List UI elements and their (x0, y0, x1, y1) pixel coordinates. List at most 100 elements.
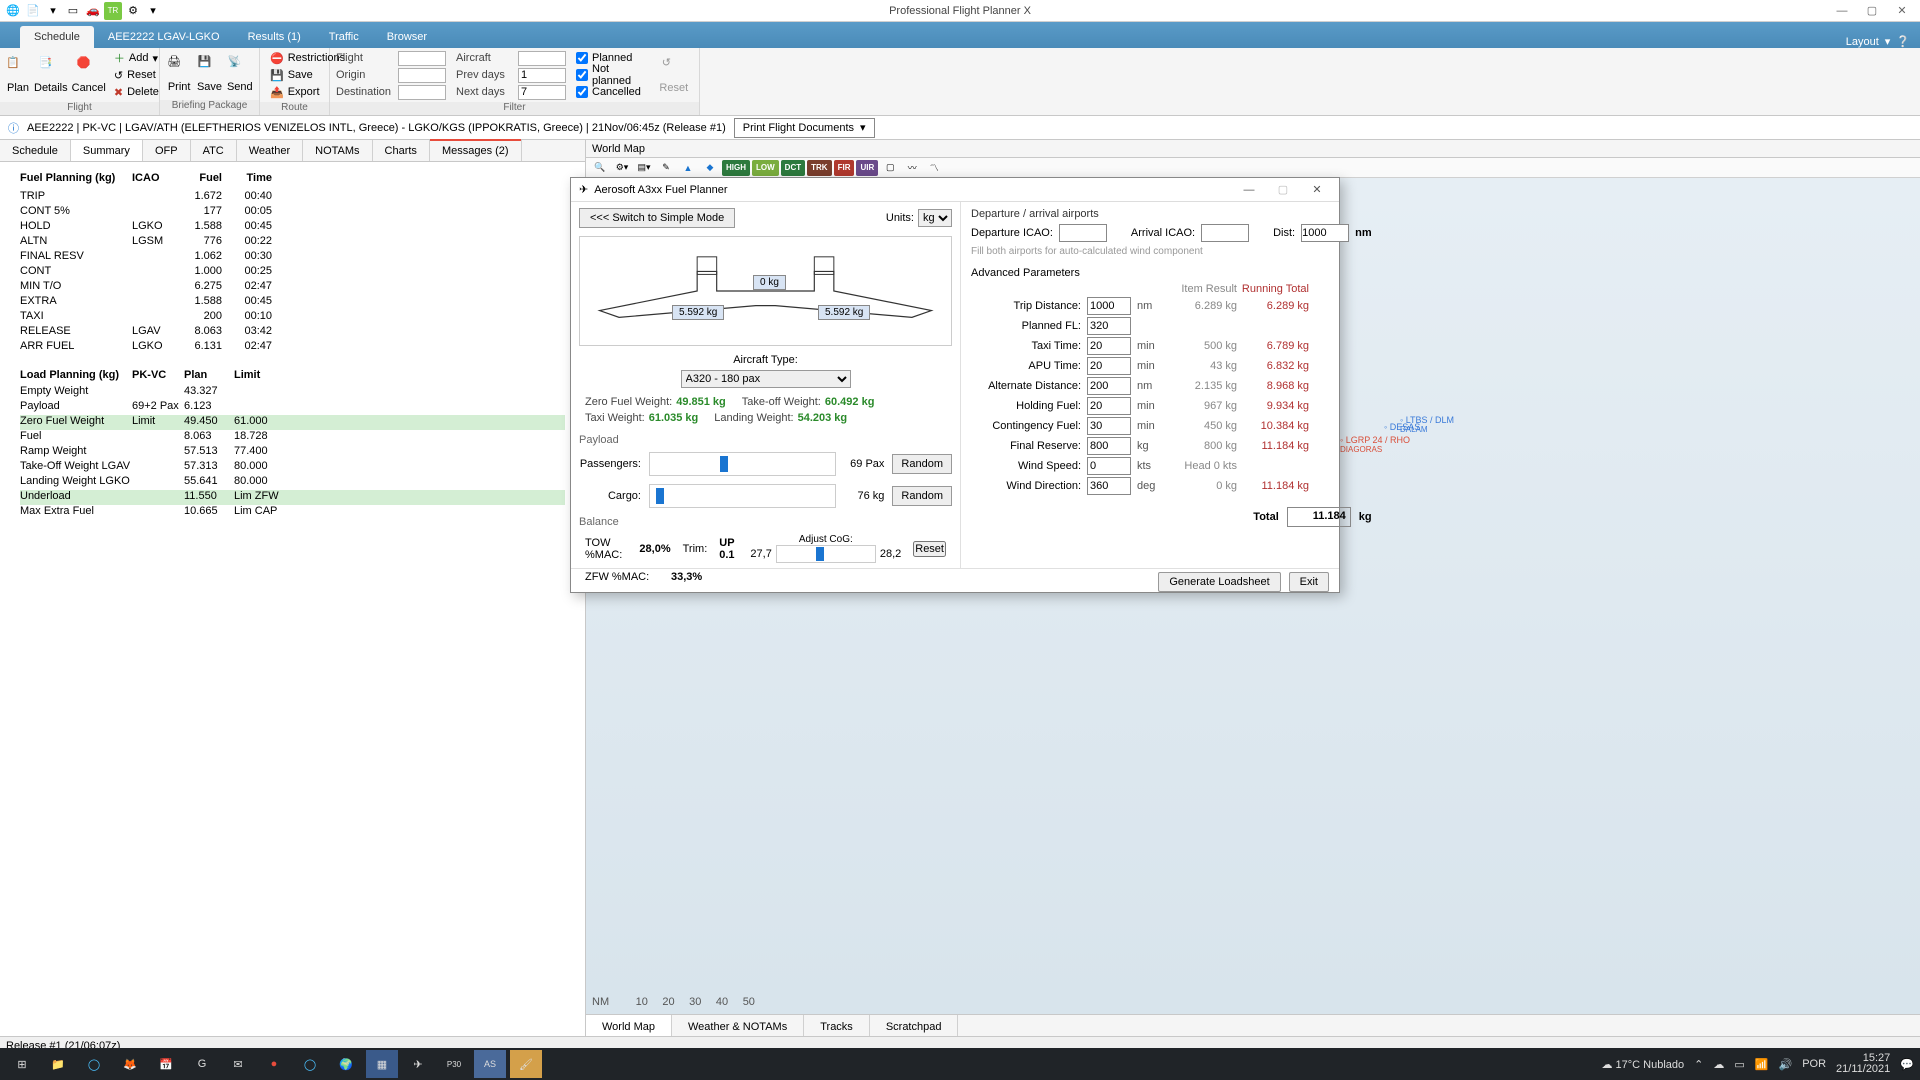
cog-slider[interactable] (776, 545, 876, 563)
subtab-schedule[interactable]: Schedule (0, 140, 71, 161)
qat-tr-icon[interactable]: TR (104, 2, 122, 20)
map-box-icon[interactable]: ▢ (880, 159, 900, 177)
tb-p3d-icon[interactable]: ▦ (366, 1050, 398, 1078)
map-search-icon[interactable]: 🔍 (590, 159, 610, 177)
chk-notplanned[interactable] (576, 69, 588, 81)
details-button[interactable]: 📑Details (34, 51, 68, 99)
map-diamond-icon[interactable]: ◆ (700, 159, 720, 177)
tb-wifi-icon[interactable]: 📶 (1755, 1058, 1769, 1071)
cargo-slider[interactable] (649, 484, 836, 508)
tb-globe-icon[interactable]: 🌍 (330, 1050, 362, 1078)
tb-calendar-icon[interactable]: 📅 (150, 1050, 182, 1078)
qat-customize-icon[interactable]: ▾ (144, 2, 162, 20)
aircraft-type-select[interactable]: A320 - 180 pax (681, 370, 851, 388)
fp-maximize-button[interactable]: ▢ (1269, 183, 1297, 196)
tb-firefox-icon[interactable]: 🦊 (114, 1050, 146, 1078)
map-btn-trk[interactable]: TRK (807, 160, 831, 176)
help-icon[interactable]: ❔ (1896, 35, 1910, 48)
adv-input[interactable] (1087, 417, 1131, 435)
map-gear-icon[interactable]: ⚙▾ (612, 159, 632, 177)
adv-input[interactable] (1087, 437, 1131, 455)
map-zigzag-icon[interactable]: 〽 (924, 159, 944, 177)
qat-car-icon[interactable]: 🚗 (84, 2, 102, 20)
adv-input[interactable] (1087, 457, 1131, 475)
map-btn-low[interactable]: LOW (752, 160, 779, 176)
subtab-weather[interactable]: Weather (237, 140, 303, 161)
dist-input[interactable] (1301, 224, 1349, 242)
subtab-atc[interactable]: ATC (191, 140, 237, 161)
tab-schedule[interactable]: Schedule (20, 26, 94, 48)
tb-brush-icon[interactable]: 🖌 (510, 1050, 542, 1078)
subtab-messages[interactable]: Messages (2) (430, 140, 522, 161)
switch-simple-button[interactable]: <<< Switch to Simple Mode (579, 208, 735, 228)
map-btn-dct[interactable]: DCT (781, 160, 805, 176)
subtab-ofp[interactable]: OFP (143, 140, 191, 161)
tb-mail-icon[interactable]: ✉ (222, 1050, 254, 1078)
filter-reset-button[interactable]: ↺Reset (655, 51, 693, 99)
print-documents-button[interactable]: Print Flight Documents▾ (734, 118, 875, 138)
filter-nextdays-input[interactable] (518, 85, 566, 100)
map-edit-icon[interactable]: ✎ (656, 159, 676, 177)
map-btn-uir[interactable]: UIR (856, 160, 878, 176)
map-stack-icon[interactable]: ▤▾ (634, 159, 654, 177)
filter-destination-input[interactable] (398, 85, 446, 100)
mtab-worldmap[interactable]: World Map (586, 1015, 672, 1038)
adv-input[interactable] (1087, 377, 1131, 395)
filter-origin-input[interactable] (398, 68, 446, 83)
subtab-summary[interactable]: Summary (71, 140, 143, 161)
qat-tile-icon[interactable]: ▭ (64, 2, 82, 20)
tb-edge-icon[interactable]: ◯ (78, 1050, 110, 1078)
tb-clock[interactable]: 15:2721/11/2021 (1836, 1053, 1890, 1075)
qat-globe-icon[interactable]: 🌐 (4, 2, 22, 20)
tab-traffic[interactable]: Traffic (315, 26, 373, 48)
tb-cloud-icon[interactable]: ☁ (1713, 1058, 1724, 1071)
adv-input[interactable] (1087, 477, 1131, 495)
mtab-scratchpad[interactable]: Scratchpad (870, 1015, 959, 1038)
arr-icao-input[interactable] (1201, 224, 1249, 242)
qat-gear-icon[interactable]: ⚙ (124, 2, 142, 20)
plan-button[interactable]: 📋Plan (6, 51, 30, 99)
filter-aircraft-input[interactable] (518, 51, 566, 66)
add-button[interactable]: ＋Add ▾ (110, 50, 163, 66)
tb-o-icon[interactable]: ◯ (294, 1050, 326, 1078)
reset-button[interactable]: ↺Reset (110, 67, 163, 83)
passengers-slider[interactable] (649, 452, 836, 476)
close-button[interactable]: ✕ (1888, 1, 1916, 21)
generate-loadsheet-button[interactable]: Generate Loadsheet (1158, 572, 1280, 592)
tb-p30-icon[interactable]: P30 (438, 1050, 470, 1078)
mtab-weather[interactable]: Weather & NOTAMs (672, 1015, 804, 1038)
adv-input[interactable] (1087, 357, 1131, 375)
tb-lang[interactable]: POR (1802, 1058, 1826, 1070)
map-wave-icon[interactable]: 〰 (902, 159, 922, 177)
minimize-button[interactable]: — (1828, 1, 1856, 21)
tb-volume-icon[interactable]: 🔊 (1779, 1058, 1793, 1071)
tab-browser[interactable]: Browser (373, 26, 441, 48)
map-btn-fir[interactable]: FIR (834, 160, 855, 176)
subtab-notams[interactable]: NOTAMs (303, 140, 372, 161)
maximize-button[interactable]: ▢ (1858, 1, 1886, 21)
tb-explorer-icon[interactable]: 📁 (42, 1050, 74, 1078)
tb-as-icon[interactable]: AS (474, 1050, 506, 1078)
exit-button[interactable]: Exit (1289, 572, 1329, 592)
send-button[interactable]: 📡Send (227, 50, 253, 98)
tb-plane-icon[interactable]: ✈ (402, 1050, 434, 1078)
adv-input[interactable] (1087, 317, 1131, 335)
mtab-tracks[interactable]: Tracks (804, 1015, 870, 1038)
delete-button[interactable]: ✖Delete (110, 84, 163, 100)
start-button[interactable]: ⊞ (6, 1050, 38, 1078)
tab-results[interactable]: Results (1) (234, 26, 315, 48)
cargo-random-button[interactable]: Random (892, 486, 952, 506)
chk-planned[interactable] (576, 52, 588, 64)
qat-new-icon[interactable]: 📄 (24, 2, 42, 20)
print-button[interactable]: 🖨Print (166, 50, 192, 98)
tb-g-icon[interactable]: G (186, 1050, 218, 1078)
tab-flight[interactable]: AEE2222 LGAV-LGKO (94, 26, 234, 48)
units-select[interactable]: kg (918, 209, 952, 227)
adv-input[interactable] (1087, 397, 1131, 415)
tb-screen-icon[interactable]: ▭ (1734, 1058, 1744, 1071)
balance-reset-button[interactable]: Reset (913, 541, 946, 557)
subtab-charts[interactable]: Charts (373, 140, 430, 161)
tb-chevron-icon[interactable]: ⌃ (1694, 1058, 1703, 1071)
fp-minimize-button[interactable]: — (1235, 184, 1263, 196)
map-btn-high[interactable]: HIGH (722, 160, 750, 176)
